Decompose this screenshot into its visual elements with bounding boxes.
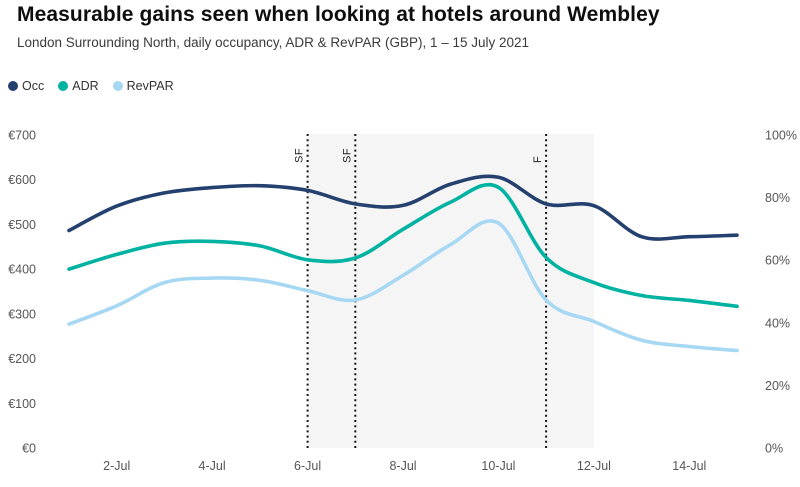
occ-series-dot-icon (8, 81, 18, 91)
legend-item-occ: Occ (8, 79, 44, 93)
y-left-tick: €200 (8, 352, 36, 366)
x-tick: 4-Jul (199, 459, 226, 473)
y-right-tick: 100% (765, 129, 797, 143)
x-tick: 2-Jul (103, 459, 130, 473)
page-title: Measurable gains seen when looking at ho… (17, 3, 660, 26)
y-left-tick: €400 (8, 263, 36, 277)
event-window-shade (307, 134, 594, 448)
adr-line (67, 182, 739, 309)
event-label-f-2: F (532, 156, 544, 163)
y-left-tick: €600 (8, 173, 36, 187)
x-tick: 6-Jul (294, 459, 321, 473)
occ-line (67, 174, 739, 241)
revpar-line (67, 219, 739, 353)
y-right-tick: 40% (765, 316, 790, 330)
legend-label-adr: ADR (72, 79, 99, 93)
y-right-tick: 20% (765, 379, 790, 393)
y-left-tick: €0 (22, 442, 36, 456)
legend: Occ ADR RevPAR (8, 79, 174, 93)
y-left-tick: €100 (8, 397, 36, 411)
x-tick: 8-Jul (389, 459, 416, 473)
y-right-tick: 0% (765, 442, 783, 456)
event-label-sf-0: SF (294, 148, 306, 163)
revpar-series-dot-icon (112, 81, 123, 91)
y-right-tick: 80% (765, 191, 790, 205)
x-tick: 10-Jul (481, 459, 515, 473)
x-tick: 14-Jul (672, 459, 706, 473)
chart-subtitle: London Surrounding North, daily occupanc… (17, 35, 530, 50)
legend-label-revpar: RevPAR (126, 79, 174, 93)
y-left-tick: €500 (8, 218, 36, 232)
event-label-sf-1: SF (341, 148, 353, 163)
y-right-tick: 60% (765, 254, 790, 268)
y-left-tick: €300 (8, 307, 36, 321)
legend-label-occ: Occ (22, 79, 45, 93)
y-left-tick: €700 (8, 129, 36, 143)
adr-series-dot-icon (58, 81, 69, 91)
x-tick: 12-Jul (577, 459, 611, 473)
legend-item-adr: ADR (58, 79, 99, 93)
legend-item-revpar: RevPAR (112, 79, 174, 93)
